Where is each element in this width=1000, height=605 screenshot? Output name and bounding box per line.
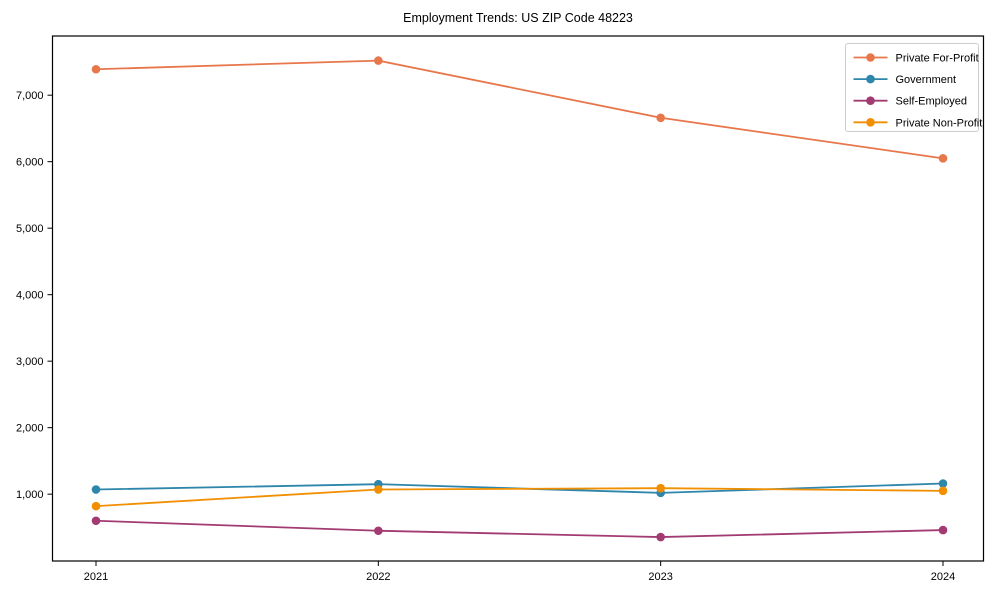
data-point-government-2024 xyxy=(938,479,948,488)
data-point-self-employed-2022 xyxy=(374,526,383,536)
legend-label-government: Government xyxy=(896,74,957,86)
legend-marker-private-non-profit xyxy=(866,118,875,127)
data-point-government-2021 xyxy=(91,485,101,494)
x-tick-label: 2022 xyxy=(366,571,390,583)
data-point-self-employed-2023 xyxy=(656,532,665,542)
y-tick-label: 6,000 xyxy=(16,157,44,169)
y-tick-label: 3,000 xyxy=(16,356,44,368)
legend-marker-government xyxy=(866,74,875,84)
legend-label-self-employed: Self-Employed xyxy=(896,96,968,108)
y-tick-label: 7,000 xyxy=(16,90,44,102)
legend-marker-self-employed xyxy=(866,96,875,105)
series-line-private-for-profit xyxy=(95,59,944,160)
x-tick-label: 2024 xyxy=(931,571,955,583)
data-point-private-non-profit-2023 xyxy=(656,483,665,493)
data-point-private-non-profit-2024 xyxy=(938,486,948,496)
data-point-self-employed-2021 xyxy=(91,516,101,526)
data-point-private-non-profit-2022 xyxy=(374,485,383,494)
x-tick-label: 2021 xyxy=(84,571,108,583)
series-line-self-employed xyxy=(95,519,944,538)
legend-label-private-non-profit: Private Non-Profit xyxy=(896,117,983,129)
legend-box xyxy=(845,43,979,132)
data-point-private-non-profit-2021 xyxy=(91,501,101,511)
y-tick-label: 4,000 xyxy=(16,290,44,302)
legend-label-private-for-profit: Private For-Profit xyxy=(896,53,979,65)
y-tick-label: 5,000 xyxy=(16,223,44,235)
data-point-private-for-profit-2022 xyxy=(374,56,383,65)
y-tick-label: 2,000 xyxy=(16,423,44,435)
chart-title: Employment Trends: US ZIP Code 48223 xyxy=(403,11,633,25)
plot-area: 1,000 2,000 3,000 4,000 5,000 6,000 7,000 2021 2… xyxy=(16,35,985,583)
data-point-private-for-profit-2024 xyxy=(938,154,948,163)
data-point-private-for-profit-2023 xyxy=(656,113,665,123)
plot-frame xyxy=(51,35,985,562)
y-tick-label: 1,000 xyxy=(16,489,44,501)
data-point-private-for-profit-2021 xyxy=(91,64,101,74)
legend-marker-private-for-profit xyxy=(866,53,875,62)
data-point-self-employed-2024 xyxy=(938,525,948,535)
series-line-private-non-profit xyxy=(95,487,944,508)
x-tick-label: 2023 xyxy=(648,571,672,583)
